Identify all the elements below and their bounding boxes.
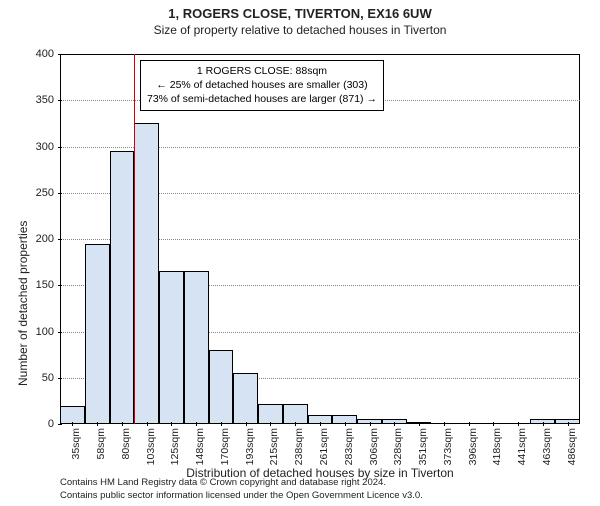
- y-axis-label: Number of detached properties: [16, 221, 30, 386]
- x-tick-label: 418sqm: [491, 428, 503, 465]
- x-tick: [444, 422, 445, 426]
- x-tick: [419, 422, 420, 426]
- y-tick: [58, 193, 62, 194]
- bar: [233, 373, 258, 424]
- x-tick-label: 125sqm: [169, 428, 181, 465]
- y-tick-label: 100: [36, 326, 54, 338]
- x-tick-label: 486sqm: [566, 428, 578, 465]
- info-box: 1 ROGERS CLOSE: 88sqm← 25% of detached h…: [140, 60, 384, 111]
- footer-attribution: Contains HM Land Registry data © Crown c…: [60, 477, 423, 502]
- x-tick-label: 170sqm: [219, 428, 231, 465]
- y-tick: [58, 239, 62, 240]
- x-tick: [394, 422, 395, 426]
- x-tick-label: 328sqm: [392, 428, 404, 465]
- info-box-line: 73% of semi-detached houses are larger (…: [147, 92, 377, 106]
- chart-plot-area: 05010015020025030035040035sqm58sqm80sqm1…: [60, 54, 580, 424]
- x-tick-label: 58sqm: [95, 428, 107, 460]
- x-tick: [295, 422, 296, 426]
- y-tick-label: 350: [36, 94, 54, 106]
- y-tick-label: 0: [48, 418, 54, 430]
- bar: [184, 271, 209, 424]
- x-tick: [122, 422, 123, 426]
- y-tick-label: 50: [42, 372, 54, 384]
- x-tick-label: 80sqm: [120, 428, 132, 460]
- y-tick-label: 150: [36, 279, 54, 291]
- x-tick-label: 215sqm: [268, 428, 280, 465]
- page-title: 1, ROGERS CLOSE, TIVERTON, EX16 6UW: [0, 6, 600, 21]
- info-box-line: 1 ROGERS CLOSE: 88sqm: [147, 64, 377, 78]
- x-tick: [518, 422, 519, 426]
- x-tick-label: 103sqm: [145, 428, 157, 465]
- x-tick-label: 35sqm: [70, 428, 82, 460]
- x-tick: [196, 422, 197, 426]
- y-tick-label: 300: [36, 141, 54, 153]
- y-tick-label: 200: [36, 233, 54, 245]
- info-box-line: ← 25% of detached houses are smaller (30…: [147, 78, 377, 92]
- x-tick-label: 238sqm: [293, 428, 305, 465]
- x-tick: [568, 422, 569, 426]
- x-tick: [72, 422, 73, 426]
- x-tick-label: 463sqm: [541, 428, 553, 465]
- x-tick: [493, 422, 494, 426]
- y-tick: [58, 332, 62, 333]
- y-tick-label: 400: [36, 48, 54, 60]
- x-tick-label: 373sqm: [442, 428, 454, 465]
- property-marker-line: [134, 54, 135, 424]
- x-tick: [246, 422, 247, 426]
- footer-line-2: Contains public sector information licen…: [60, 490, 423, 502]
- y-tick-label: 250: [36, 187, 54, 199]
- bar: [110, 151, 135, 424]
- x-tick-label: 261sqm: [318, 428, 330, 465]
- x-tick: [221, 422, 222, 426]
- x-tick: [171, 422, 172, 426]
- x-tick: [345, 422, 346, 426]
- bar: [134, 123, 159, 424]
- x-tick: [543, 422, 544, 426]
- x-tick: [320, 422, 321, 426]
- bar: [283, 404, 308, 424]
- y-tick: [58, 285, 62, 286]
- y-tick: [58, 378, 62, 379]
- x-tick-label: 283sqm: [343, 428, 355, 465]
- x-tick: [370, 422, 371, 426]
- x-tick-label: 148sqm: [194, 428, 206, 465]
- x-tick-label: 193sqm: [244, 428, 256, 465]
- x-tick-label: 441sqm: [516, 428, 528, 465]
- x-tick: [97, 422, 98, 426]
- y-tick: [58, 147, 62, 148]
- y-tick: [58, 424, 62, 425]
- x-tick-label: 351sqm: [417, 428, 429, 465]
- x-tick-label: 396sqm: [467, 428, 479, 465]
- y-tick: [58, 54, 62, 55]
- bar: [258, 404, 283, 424]
- page-subtitle: Size of property relative to detached ho…: [0, 23, 600, 37]
- bar: [209, 350, 234, 424]
- bar: [159, 271, 184, 424]
- x-tick: [147, 422, 148, 426]
- bar: [85, 244, 110, 424]
- x-tick: [270, 422, 271, 426]
- x-tick-label: 306sqm: [368, 428, 380, 465]
- y-tick: [58, 100, 62, 101]
- footer-line-1: Contains HM Land Registry data © Crown c…: [60, 477, 423, 489]
- x-tick: [469, 422, 470, 426]
